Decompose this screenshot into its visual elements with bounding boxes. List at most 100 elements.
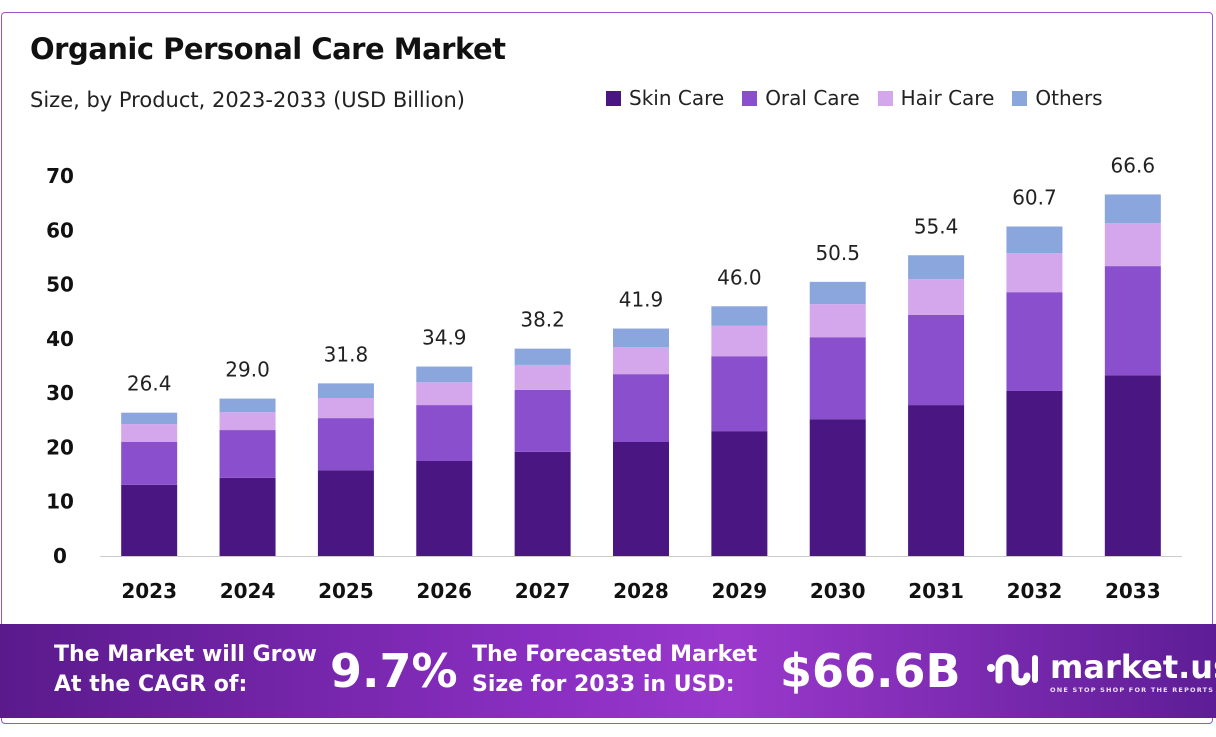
y-tick-label: 70 <box>46 164 74 188</box>
x-tick-label: 2023 <box>121 579 177 603</box>
legend-swatch <box>742 90 758 106</box>
bar-segment-skin-care <box>219 477 276 556</box>
legend-label: Others <box>1035 86 1103 110</box>
x-tick-label: 2028 <box>613 579 669 603</box>
stacked-bar-chart: 01020304050607026.4202329.0202431.820253… <box>46 153 1182 603</box>
summary-banner: The Market will Grow At the CAGR of: 9.7… <box>0 624 1216 718</box>
bar-segment-skin-care <box>416 461 473 556</box>
bar-segment-oral-care <box>809 337 866 420</box>
bar-segment-others <box>908 255 965 280</box>
x-tick-label: 2033 <box>1105 579 1161 603</box>
legend-item: Others <box>1012 86 1103 110</box>
forecast-label-line1: The Forecasted Market <box>472 642 758 667</box>
x-tick-label: 2030 <box>810 579 866 603</box>
legend-item: Hair Care <box>877 86 995 110</box>
bar-segment-oral-care <box>711 356 768 432</box>
data-label: 38.2 <box>520 308 565 332</box>
bar-segment-oral-care <box>121 442 178 485</box>
data-label: 34.9 <box>422 326 467 350</box>
bar-segment-hair-care <box>613 347 669 375</box>
legend-swatch <box>606 90 621 106</box>
x-tick-label: 2026 <box>416 579 472 603</box>
bar-segment-skin-care <box>809 419 866 556</box>
bar-segment-oral-care <box>908 314 965 406</box>
data-label: 46.0 <box>717 265 762 289</box>
bar-segment-oral-care <box>613 374 669 442</box>
legend-label: Hair Care <box>900 86 995 110</box>
x-tick-label: 2031 <box>908 579 964 603</box>
bar-segment-others <box>219 398 276 413</box>
bar-segment-oral-care <box>1006 292 1063 391</box>
bar-segment-others <box>809 281 866 305</box>
legend: Skin Care Oral Care Hair Care Others <box>606 86 1103 110</box>
data-label: 55.4 <box>914 214 959 238</box>
bar-segment-others <box>416 366 473 383</box>
cagr-value: 9.7% <box>330 644 458 698</box>
bar-segment-hair-care <box>121 424 178 442</box>
data-label: 41.9 <box>619 288 664 312</box>
cagr-label: The Market will Grow At the CAGR of: <box>54 640 317 700</box>
y-tick-label: 30 <box>46 381 74 405</box>
bar-segment-oral-care <box>1104 266 1161 376</box>
bar-segment-oral-care <box>219 430 276 478</box>
bar-segment-others <box>121 412 178 425</box>
chart-title: Organic Personal Care Market <box>30 32 506 66</box>
bar-segment-oral-care <box>514 389 571 452</box>
bar-segment-hair-care <box>711 325 768 357</box>
bar-segment-others <box>514 348 571 365</box>
forecast-value: $66.6B <box>780 644 961 698</box>
data-label: 50.5 <box>815 241 860 265</box>
bar-segment-oral-care <box>317 418 374 471</box>
bar-segment-skin-care <box>121 484 178 556</box>
bar-segment-skin-care <box>1006 390 1063 556</box>
data-label: 60.7 <box>1012 185 1057 209</box>
legend-label: Skin Care <box>629 86 725 110</box>
bar-segment-hair-care <box>219 412 276 431</box>
bar-segment-hair-care <box>908 279 965 315</box>
bar-segment-hair-care <box>1104 223 1161 267</box>
legend-swatch <box>1012 90 1028 106</box>
y-tick-label: 60 <box>46 218 74 242</box>
bar-segment-skin-care <box>613 442 669 556</box>
bar-segment-skin-care <box>711 431 768 556</box>
bar-segment-others <box>1006 226 1063 254</box>
cagr-label-line2: At the CAGR of: <box>54 672 248 697</box>
market-us-logo-icon <box>987 654 1038 686</box>
x-tick-label: 2027 <box>515 579 571 603</box>
legend-item: Oral Care <box>742 86 860 110</box>
bar-segment-oral-care <box>416 405 473 461</box>
bar-segment-others <box>613 328 669 347</box>
legend-swatch <box>877 90 893 106</box>
forecast-label: The Forecasted Market Size for 2033 in U… <box>472 640 757 700</box>
bar-segment-skin-care <box>317 470 374 556</box>
legend-item: Skin Care <box>606 86 724 110</box>
chart-card <box>1 12 1213 724</box>
bar-segment-hair-care <box>809 304 866 338</box>
data-label: 66.6 <box>1111 153 1156 177</box>
x-tick-label: 2029 <box>712 579 768 603</box>
bar-segment-hair-care <box>1006 253 1063 293</box>
x-tick-label: 2032 <box>1007 579 1063 603</box>
forecast-label-line2: Size for 2033 in USD: <box>472 672 735 697</box>
y-tick-label: 0 <box>53 544 67 568</box>
bar-segment-hair-care <box>416 382 473 406</box>
legend-label: Oral Care <box>765 86 860 110</box>
bar-segment-others <box>1104 194 1161 224</box>
bar-segment-skin-care <box>908 405 965 556</box>
bar-segment-skin-care <box>514 451 571 556</box>
y-tick-label: 40 <box>46 327 74 351</box>
bar-segment-skin-care <box>1104 375 1161 556</box>
data-label: 31.8 <box>324 342 369 366</box>
brand-tagline: ONE STOP SHOP FOR THE REPORTS <box>1050 686 1215 694</box>
cagr-label-line1: The Market will Grow <box>54 642 317 667</box>
x-tick-label: 2025 <box>318 579 374 603</box>
x-tick-label: 2024 <box>220 579 276 603</box>
bar-segment-hair-care <box>514 364 571 390</box>
y-tick-label: 20 <box>46 435 74 459</box>
data-label: 26.4 <box>127 372 172 396</box>
bar-segment-others <box>711 306 768 326</box>
y-tick-label: 10 <box>46 490 74 514</box>
data-label: 29.0 <box>225 358 270 382</box>
y-tick-label: 50 <box>46 273 74 297</box>
bar-segment-hair-care <box>317 398 374 419</box>
